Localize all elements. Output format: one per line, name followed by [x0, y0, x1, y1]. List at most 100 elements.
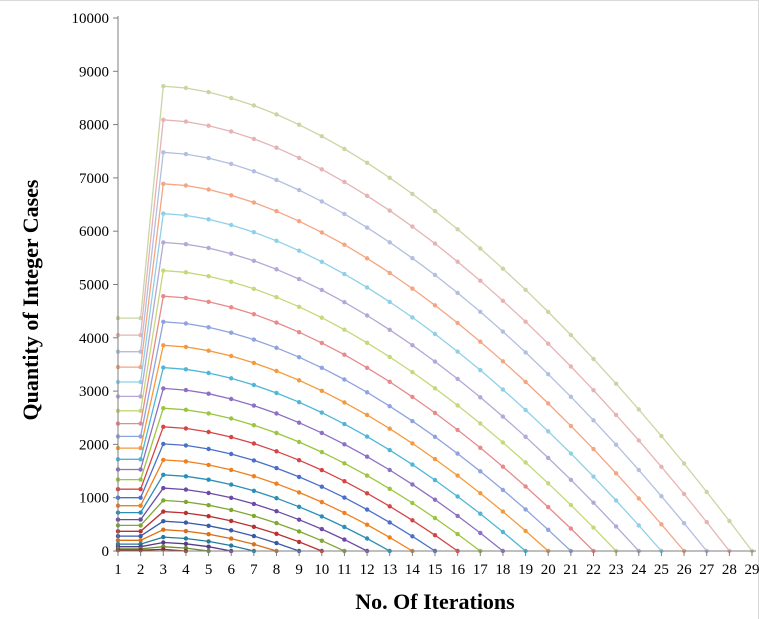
series-line [118, 344, 549, 552]
data-point [206, 89, 211, 95]
data-point [296, 439, 302, 445]
data-point [387, 520, 392, 525]
data-point [206, 544, 211, 549]
data-point [613, 442, 619, 447]
data-point [319, 430, 324, 436]
series-line [118, 426, 458, 552]
data-point [410, 315, 415, 320]
data-point [229, 467, 234, 473]
data-point [591, 500, 596, 505]
data-point [387, 447, 392, 453]
series-line [118, 529, 277, 552]
data-point [229, 416, 234, 421]
data-point [296, 122, 302, 127]
data-point [342, 461, 347, 466]
data-point [161, 386, 166, 391]
data-point [138, 503, 143, 508]
data-point [274, 465, 279, 471]
data-point [138, 434, 143, 439]
data-point [161, 540, 166, 545]
series-9 [115, 319, 574, 554]
data-point [455, 531, 460, 537]
data-point [251, 103, 257, 108]
data-point [364, 434, 370, 439]
data-point [161, 365, 166, 370]
series-4 [115, 181, 687, 554]
data-point [161, 117, 166, 123]
data-point [681, 461, 687, 466]
data-point [274, 531, 279, 536]
data-point [500, 298, 506, 303]
data-point [455, 473, 460, 478]
x-tick-label: 14 [405, 562, 421, 578]
data-point [568, 364, 574, 369]
data-point [138, 379, 143, 385]
y-tick-label: 2000 [79, 437, 109, 453]
data-point [432, 456, 438, 462]
x-tick-label: 20 [541, 562, 556, 578]
y-tick-label: 0 [102, 544, 110, 560]
series-line [118, 459, 413, 552]
x-tick-label: 17 [473, 562, 489, 578]
data-point [161, 294, 166, 299]
data-point [319, 484, 324, 489]
series-24 [115, 540, 234, 554]
chart-border-top [0, 0, 759, 1]
data-point [296, 529, 302, 534]
y-tick-label: 10000 [72, 11, 110, 27]
data-point [387, 486, 392, 491]
x-tick-label: 4 [182, 562, 190, 578]
data-point [546, 372, 551, 377]
data-point [229, 193, 234, 198]
data-point [432, 386, 438, 391]
data-point [319, 499, 324, 505]
data-point [206, 532, 211, 537]
data-point [546, 527, 551, 532]
data-point [161, 498, 166, 503]
data-point [613, 471, 619, 476]
data-point [274, 320, 279, 325]
data-point [274, 509, 279, 514]
data-point [659, 494, 664, 499]
data-point [387, 299, 392, 305]
y-tick-label: 9000 [79, 64, 109, 80]
data-point [364, 491, 370, 496]
data-point [500, 329, 506, 334]
data-point [455, 227, 460, 232]
data-point [183, 321, 189, 326]
data-point [659, 522, 664, 527]
data-point [364, 193, 370, 198]
data-point [206, 155, 211, 161]
data-point [229, 495, 234, 500]
data-point [183, 183, 189, 188]
data-point [319, 449, 324, 455]
data-point [342, 524, 347, 530]
data-point [183, 487, 189, 492]
x-tick-label: 3 [160, 562, 168, 578]
data-point [138, 538, 143, 543]
data-point [546, 455, 551, 461]
x-tick-label: 11 [337, 562, 351, 578]
data-point [229, 528, 234, 533]
data-point [364, 225, 370, 230]
series-line [118, 151, 708, 552]
data-point [251, 458, 257, 463]
data-point [319, 538, 324, 543]
series-16 [115, 457, 415, 554]
series-17 [115, 472, 392, 554]
data-point [500, 414, 506, 419]
data-point [251, 258, 257, 263]
data-point [523, 507, 528, 512]
data-point [161, 509, 166, 514]
data-point [206, 429, 211, 435]
data-point [296, 248, 302, 253]
data-point [546, 481, 551, 486]
data-point [296, 276, 302, 282]
data-point [523, 460, 528, 465]
data-point [727, 518, 732, 524]
data-point [432, 241, 438, 246]
data-point [251, 524, 257, 529]
series-line [118, 487, 368, 552]
data-point [342, 479, 347, 484]
data-point [183, 426, 189, 431]
